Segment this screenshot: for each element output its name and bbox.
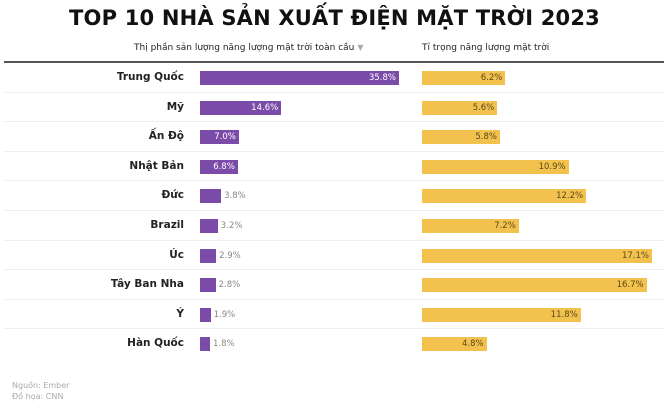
global-share-value: 7.0%	[214, 132, 236, 143]
global-share-bar	[200, 189, 222, 204]
solar-share-value: 17.1%	[621, 250, 649, 261]
global-share-bar	[200, 218, 218, 233]
table-row: Đức 3.8% 12.2%	[4, 181, 664, 211]
column-header-global-share[interactable]: Thị phần sản lượng năng lượng mặt trời t…	[134, 43, 364, 53]
solar-share-value: 5.6%	[472, 102, 495, 113]
source-note: Nguồn: Ember	[12, 381, 70, 390]
global-share-bar	[200, 159, 238, 174]
solar-share-bar	[422, 159, 569, 174]
country-label: Brazil	[150, 218, 184, 231]
table-row: Hàn Quốc 1.8% 4.8%	[4, 329, 664, 359]
global-share-value: 1.9%	[213, 309, 236, 320]
country-label: Hàn Quốc	[127, 337, 184, 350]
country-label: Ý	[176, 307, 184, 320]
solar-share-value: 5.8%	[475, 132, 497, 143]
country-label: Đức	[161, 189, 185, 202]
solar-share-value: 7.2%	[494, 220, 516, 231]
column-header-solar-share[interactable]: Tỉ trọng năng lượng mặt trời	[422, 43, 550, 53]
table-row: Úc 2.9% 17.1%	[4, 241, 664, 271]
global-share-bar	[200, 100, 282, 115]
chart-title: TOP 10 NHÀ SẢN XUẤT ĐIỆN MẶT TRỜI 2023	[69, 6, 600, 30]
country-label: Trung Quốc	[116, 71, 184, 83]
country-label: Ấn Độ	[148, 130, 184, 143]
chart-rows: Trung Quốc 35.8% 6.2% Mỹ 14.6% 5.6% Ấn Độ 7.0% 5…	[4, 63, 664, 359]
country-label: Mỹ	[166, 100, 184, 113]
global-share-value: 2.8%	[218, 280, 241, 291]
graphic-credit: Đồ họa: CNN	[12, 392, 64, 401]
table-row: Ý 1.9% 11.8%	[4, 300, 664, 330]
global-share-bar	[200, 337, 210, 352]
global-share-bar	[200, 307, 211, 322]
column-header-global-share-label: Thị phần sản lượng năng lượng mặt trời t…	[134, 43, 355, 53]
global-share-value: 6.8%	[213, 161, 235, 172]
solar-share-value: 16.7%	[616, 280, 644, 291]
country-label: Tây Ban Nha	[110, 278, 184, 291]
country-label: Úc	[169, 248, 184, 261]
solar-share-value: 11.8%	[550, 309, 578, 320]
solar-share-bar	[422, 130, 500, 145]
global-share-value: 3.2%	[220, 220, 243, 231]
table-row: Tây Ban Nha 2.8% 16.7%	[4, 270, 664, 300]
solar-share-bar	[422, 337, 487, 352]
global-share-value: 1.8%	[213, 339, 235, 350]
solar-share-value: 10.9%	[538, 161, 566, 172]
solar-share-value: 4.8%	[461, 339, 484, 350]
table-row: Ấn Độ 7.0% 5.8%	[4, 122, 664, 152]
solar-share-bar	[422, 100, 498, 115]
solar-share-bar	[422, 71, 506, 85]
global-share-value: 35.8%	[368, 73, 396, 83]
footer: Nguồn: Ember Đồ họa: CNN	[12, 380, 69, 402]
solar-share-bar	[422, 278, 647, 293]
solar-share-bar	[422, 189, 587, 204]
global-share-bar	[200, 130, 239, 145]
global-share-bar	[200, 248, 217, 263]
solar-share-bar	[422, 218, 519, 233]
global-share-value: 14.6%	[251, 102, 279, 113]
solar-share-bar	[422, 307, 581, 322]
header-divider	[4, 61, 664, 63]
sort-descending-icon[interactable]: ▼	[357, 43, 364, 52]
solar-share-value: 12.2%	[556, 191, 584, 202]
table-row: Nhật Bản 6.8% 10.9%	[4, 152, 664, 182]
solar-share-bar	[422, 248, 652, 263]
global-share-bar	[200, 278, 216, 293]
country-label: Nhật Bản	[129, 159, 184, 172]
global-share-value: 2.9%	[219, 250, 241, 261]
table-row: Mỹ 14.6% 5.6%	[4, 93, 664, 123]
global-share-bar	[200, 71, 399, 85]
table-row: Trung Quốc 35.8% 6.2%	[4, 63, 664, 93]
solar-share-value: 6.2%	[480, 73, 503, 83]
table-row: Brazil 3.2% 7.2%	[4, 211, 664, 241]
global-share-value: 3.8%	[224, 191, 246, 202]
